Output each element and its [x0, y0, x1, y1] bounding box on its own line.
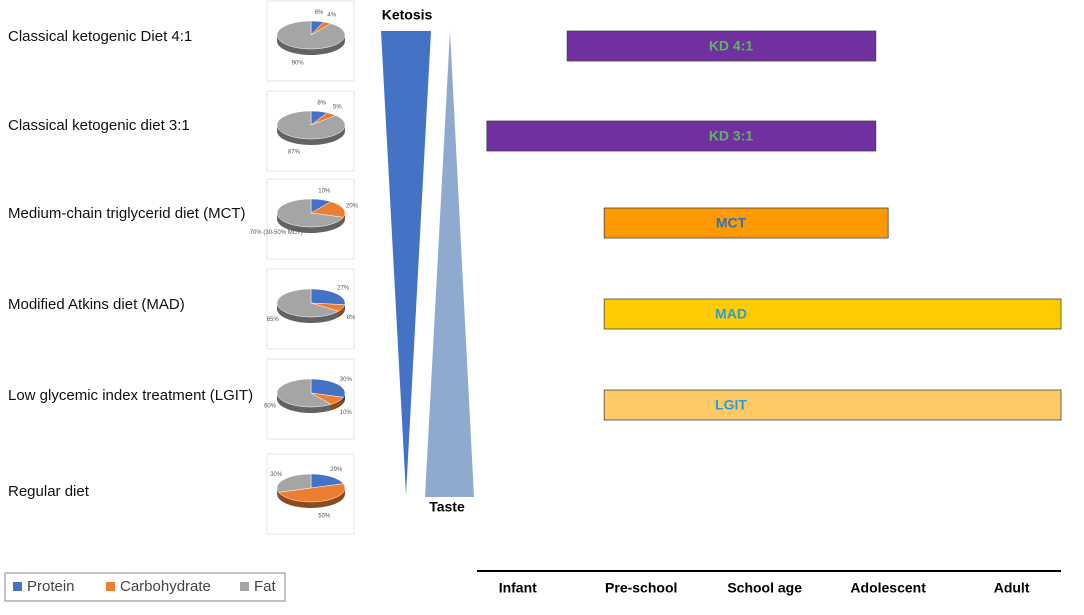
age-bar [603, 298, 1062, 330]
pie-label: 4% [327, 12, 336, 18]
pie-label: 60% [264, 404, 277, 410]
pie-slice [310, 473, 344, 489]
diet-name: Regular diet [8, 483, 90, 500]
pie-label: 8% [347, 315, 356, 321]
pie-label: 27% [337, 285, 350, 291]
pie-slice [310, 378, 346, 398]
pie-label: 10% [318, 189, 331, 195]
pie-label: 20% [330, 467, 343, 473]
legend-swatch [13, 582, 22, 591]
pie-label: 50% [318, 513, 331, 519]
age-bar-label: LGIT [715, 397, 747, 413]
pie-label: 8% [317, 100, 326, 106]
legend-swatch [106, 582, 115, 591]
ketosis-wedge [381, 31, 431, 495]
age-bar [566, 30, 877, 62]
timeline-label: School age [727, 580, 802, 596]
timeline-label: Infant [499, 580, 537, 596]
pie-slice [276, 288, 340, 318]
legend-label: Carbohydrate [120, 578, 211, 595]
pie-label: 5% [333, 104, 342, 110]
ketosis-label: Ketosis [382, 7, 433, 23]
timeline-label: Adult [994, 580, 1030, 596]
age-bar-label: MAD [715, 306, 747, 322]
timeline-label: Pre-school [605, 580, 677, 596]
pie-label: 30% [340, 377, 353, 383]
pie-label: 10% [340, 410, 353, 416]
age-bar [603, 207, 889, 239]
legend-box [4, 572, 286, 602]
taste-wedge [425, 31, 474, 497]
diet-name: Modified Atkins diet (MAD) [8, 296, 185, 313]
timeline-label: Adolescent [850, 580, 926, 596]
age-bar [603, 389, 1062, 421]
legend-swatch [240, 582, 249, 591]
pie-slice [276, 378, 332, 408]
pie-slice [278, 483, 346, 503]
diet-name: Classical ketogenic diet 3:1 [8, 117, 190, 134]
diet-name: Classical ketogenic Diet 4:1 [8, 28, 192, 45]
pie-label: 65% [267, 317, 280, 323]
age-bar-label: MCT [716, 215, 747, 231]
legend-label: Protein [27, 578, 75, 595]
pie-slice [276, 20, 346, 50]
pie-slice [310, 201, 346, 218]
pie-label: 30% [270, 472, 283, 478]
diet-name: Medium-chain triglycerid diet (MCT) [8, 205, 246, 222]
pie-slice [276, 110, 346, 140]
pie-slice [276, 473, 312, 493]
age-bar [486, 120, 877, 152]
pie-slice [310, 288, 346, 306]
age-bar-label: KD 3:1 [709, 128, 754, 144]
pie-label: 90% [292, 60, 305, 66]
legend-label: Fat [254, 578, 277, 595]
pie-slice [276, 198, 344, 228]
pie-label: 70% (30-50% MCT) [250, 230, 303, 236]
age-bar-label: KD 4:1 [709, 38, 754, 54]
taste-label: Taste [429, 499, 465, 515]
pie-label: 20% [346, 203, 359, 209]
pie-label: 87% [288, 150, 301, 156]
pie-label: 6% [315, 10, 324, 16]
diet-name: Low glycemic index treatment (LGIT) [8, 387, 253, 404]
